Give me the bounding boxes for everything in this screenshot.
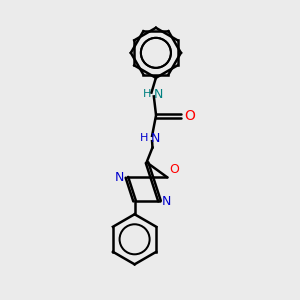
Text: H: H	[140, 133, 148, 143]
Text: H: H	[143, 89, 152, 99]
Text: N: N	[151, 132, 160, 145]
Text: O: O	[184, 109, 195, 123]
Text: O: O	[169, 163, 179, 176]
Text: N: N	[154, 88, 163, 100]
Text: N: N	[115, 171, 124, 184]
Text: N: N	[162, 194, 171, 208]
